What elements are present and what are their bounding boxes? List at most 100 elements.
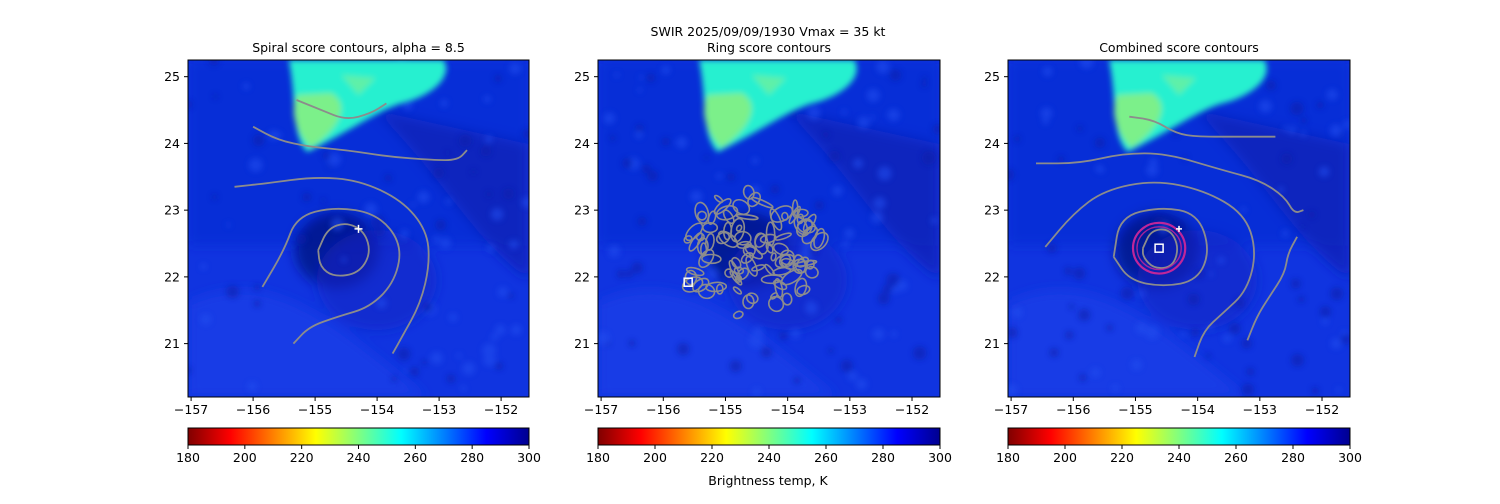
score-contour bbox=[234, 177, 430, 355]
y-tick-label: 24 bbox=[984, 136, 1000, 151]
ring-contour-blob bbox=[701, 253, 722, 265]
y-tick-label: 23 bbox=[164, 203, 180, 218]
colorbar-tick-label: 240 bbox=[1167, 450, 1191, 465]
ring-contour-blob bbox=[793, 208, 809, 218]
colorbar-tick-label: 180 bbox=[586, 450, 610, 465]
ring-contour-blob bbox=[736, 267, 750, 281]
ring-contour-blob bbox=[794, 277, 808, 298]
colorbar-tick-label: 260 bbox=[814, 450, 838, 465]
score-contour bbox=[1129, 115, 1276, 138]
y-tick-label: 24 bbox=[574, 136, 590, 151]
colorbar-tick-label: 300 bbox=[928, 450, 952, 465]
y-tick-label: 25 bbox=[574, 69, 590, 84]
ring-contour-blob bbox=[692, 277, 710, 293]
colorbar-tick-label: 200 bbox=[643, 450, 667, 465]
ring-contour-blob bbox=[747, 191, 762, 208]
colorbar-tick-label: 240 bbox=[757, 450, 781, 465]
center-square-marker bbox=[683, 277, 693, 287]
score-contour bbox=[1246, 236, 1298, 341]
ring-contour-blob bbox=[688, 232, 703, 252]
colorbar-tick-label: 200 bbox=[1053, 450, 1077, 465]
ring-contour-blob bbox=[745, 292, 759, 305]
score-contour bbox=[261, 207, 401, 345]
x-tick-label: −155 bbox=[708, 402, 742, 417]
x-tick-label: −154 bbox=[360, 402, 394, 417]
colorbar-tick-label: 220 bbox=[700, 450, 724, 465]
ring-contour-blob bbox=[793, 216, 809, 236]
ring-contour-blob bbox=[765, 221, 776, 247]
x-tick-label: −155 bbox=[298, 402, 332, 417]
ring-contour-blob bbox=[774, 253, 792, 269]
x-tick-label: −157 bbox=[994, 402, 1028, 417]
score-contour bbox=[1044, 181, 1255, 358]
x-tick-label: −154 bbox=[770, 402, 804, 417]
ring-contour-blob bbox=[796, 284, 811, 296]
ring-contour-blob bbox=[732, 310, 744, 320]
colorbar-tick-label: 260 bbox=[1224, 450, 1248, 465]
y-tick-label: 21 bbox=[164, 336, 180, 351]
ring-contour-blob bbox=[770, 252, 777, 262]
center-square-marker bbox=[1154, 243, 1164, 253]
x-tick-label: −153 bbox=[833, 402, 867, 417]
y-tick-label: 22 bbox=[164, 269, 180, 284]
y-tick-label: 21 bbox=[574, 336, 590, 351]
ring-contour-blob bbox=[694, 201, 710, 224]
x-tick-label: −157 bbox=[584, 402, 618, 417]
center-plus-marker bbox=[354, 224, 363, 233]
score-contour bbox=[252, 125, 468, 161]
ring-contour-blob bbox=[801, 225, 819, 245]
colorbar-tick-label: 180 bbox=[176, 450, 200, 465]
colorbar-tick-label: 220 bbox=[290, 450, 314, 465]
x-tick-label: −152 bbox=[484, 402, 518, 417]
ring-contour-blob bbox=[717, 230, 739, 248]
colorbar-tick-label: 220 bbox=[1110, 450, 1134, 465]
ring-contour-blob bbox=[732, 286, 743, 295]
y-tick-label: 25 bbox=[164, 69, 180, 84]
y-tick-label: 24 bbox=[164, 136, 180, 151]
y-tick-label: 23 bbox=[984, 203, 1000, 218]
ring-contour-blob bbox=[713, 194, 724, 204]
ring-contour-blob bbox=[702, 221, 719, 234]
ring-contour-blob bbox=[705, 281, 728, 293]
colorbar-tick-label: 300 bbox=[517, 450, 541, 465]
ring-contour-blob bbox=[696, 210, 708, 221]
panel-title: Combined score contours bbox=[1099, 40, 1259, 55]
colorbar-tick-label: 240 bbox=[347, 450, 371, 465]
ring-contour-blob bbox=[767, 295, 785, 313]
panel-spiral: Spiral score contours, alpha = 8.5 −157 −1… bbox=[164, 40, 541, 465]
colorbar-tick-label: 300 bbox=[1338, 450, 1362, 465]
colorbar-tick-label: 200 bbox=[233, 450, 257, 465]
colorbar-tick-label: 260 bbox=[403, 450, 427, 465]
score-contour bbox=[1036, 152, 1304, 213]
colorbar bbox=[597, 427, 941, 446]
ring-contour-blob bbox=[759, 233, 777, 244]
x-tick-label: −152 bbox=[1305, 402, 1339, 417]
ring-contour-blob bbox=[735, 213, 759, 221]
ring-contour-blob bbox=[774, 278, 784, 298]
ring-contour-blob bbox=[745, 255, 758, 277]
ring-contour-blob bbox=[796, 213, 805, 225]
ring-score-contours bbox=[681, 184, 829, 320]
ring-contour-blob bbox=[750, 196, 774, 209]
score-contour bbox=[296, 99, 387, 119]
y-tick-label: 25 bbox=[984, 69, 1000, 84]
x-tick-label: −152 bbox=[895, 402, 929, 417]
x-tick-label: −153 bbox=[422, 402, 456, 417]
colorbar bbox=[187, 427, 530, 446]
ring-contour-blob bbox=[796, 219, 817, 234]
ring-fit-circle bbox=[1131, 221, 1187, 275]
ring-contour-blob bbox=[770, 205, 794, 223]
colorbar-tick-label: 280 bbox=[460, 450, 484, 465]
ring-contour-blob bbox=[683, 235, 693, 244]
ring-contour-blob bbox=[724, 268, 734, 278]
x-tick-label: −156 bbox=[236, 402, 270, 417]
ring-contour-blob bbox=[792, 258, 808, 275]
y-tick-label: 21 bbox=[984, 336, 1000, 351]
ring-contour-blob bbox=[685, 266, 705, 277]
center-plus-marker bbox=[1176, 225, 1182, 232]
ring-contour-blob bbox=[778, 253, 795, 268]
y-tick-label: 22 bbox=[574, 269, 590, 284]
colorbar-tick-label: 280 bbox=[871, 450, 895, 465]
panel-title: Ring score contours bbox=[707, 40, 831, 55]
